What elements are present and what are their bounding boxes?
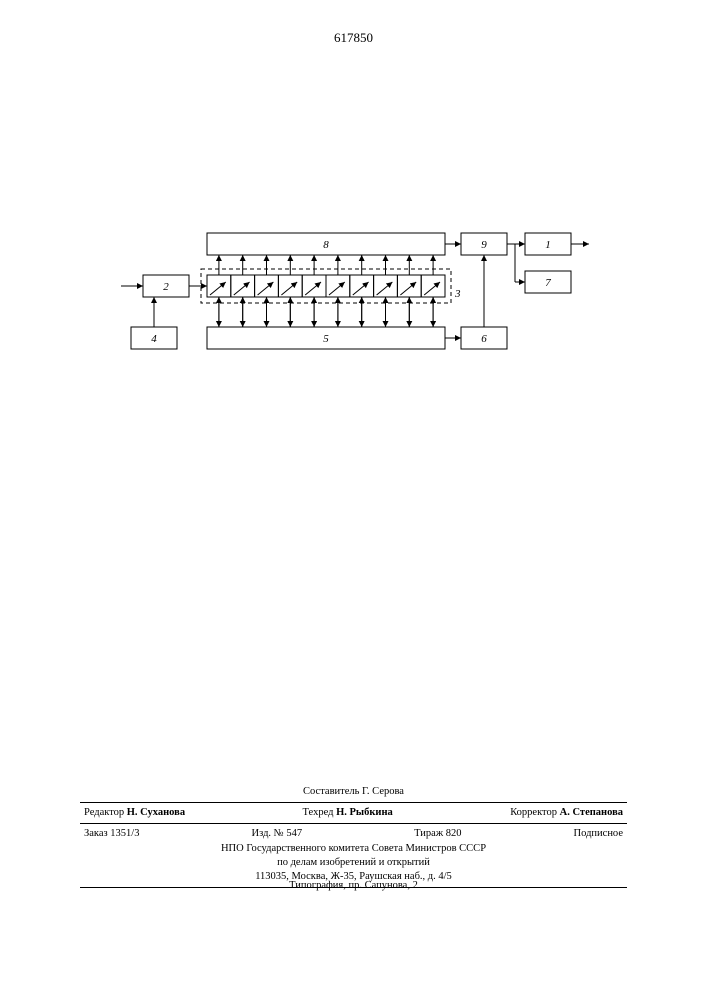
svg-text:9: 9 [481, 239, 487, 251]
footer-block: Составитель Г. Серова Редактор Н. Сухано… [80, 785, 627, 891]
svg-text:6: 6 [481, 333, 487, 345]
svg-text:5: 5 [323, 333, 329, 345]
svg-text:3: 3 [454, 288, 461, 300]
divider [80, 802, 627, 803]
svg-text:2: 2 [163, 281, 169, 293]
svg-text:4: 4 [151, 333, 157, 345]
typography-line: Типография, пр. Сапунова, 2 [0, 880, 707, 891]
block-diagram: 3 1 2 4 5 6 7 8 9 [115, 225, 595, 385]
tirazh: Тираж 820 [414, 827, 461, 841]
org-line-1: НПО Государственного комитета Совета Мин… [80, 842, 627, 856]
page-number: 617850 [0, 30, 707, 46]
svg-text:7: 7 [545, 277, 551, 289]
techred: Техред Н. Рыбкина [303, 806, 393, 820]
org-line-2: по делам изобретений и открытий [80, 856, 627, 870]
izd-no: Изд. № 547 [252, 827, 303, 841]
print-row: Заказ 1351/3 Изд. № 547 Тираж 820 Подпис… [80, 827, 627, 841]
credits-row: Редактор Н. Суханова Техред Н. Рыбкина К… [80, 806, 627, 820]
compiler-line: Составитель Г. Серова [80, 785, 627, 799]
order-no: Заказ 1351/3 [84, 827, 139, 841]
editor: Редактор Н. Суханова [84, 806, 185, 820]
svg-text:1: 1 [545, 239, 551, 251]
corrector: Корректор А. Степанова [510, 806, 623, 820]
subscription: Подписное [574, 827, 623, 841]
divider [80, 823, 627, 824]
svg-text:8: 8 [323, 239, 329, 251]
